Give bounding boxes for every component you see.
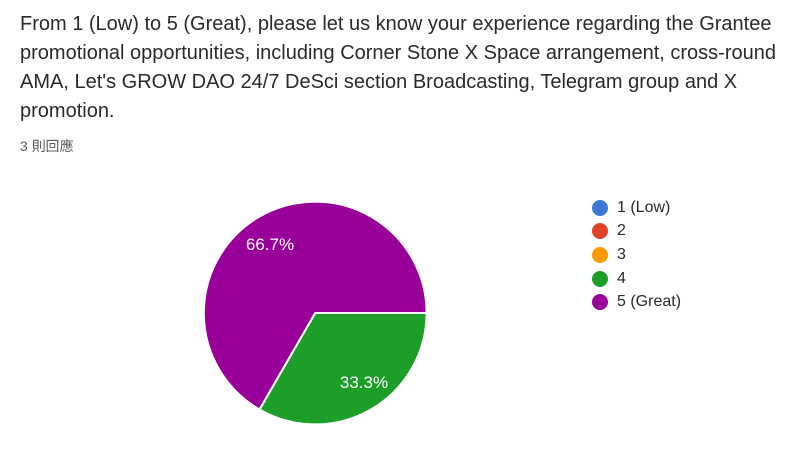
- svg-text:33.3%: 33.3%: [340, 373, 388, 392]
- svg-text:66.7%: 66.7%: [246, 235, 294, 254]
